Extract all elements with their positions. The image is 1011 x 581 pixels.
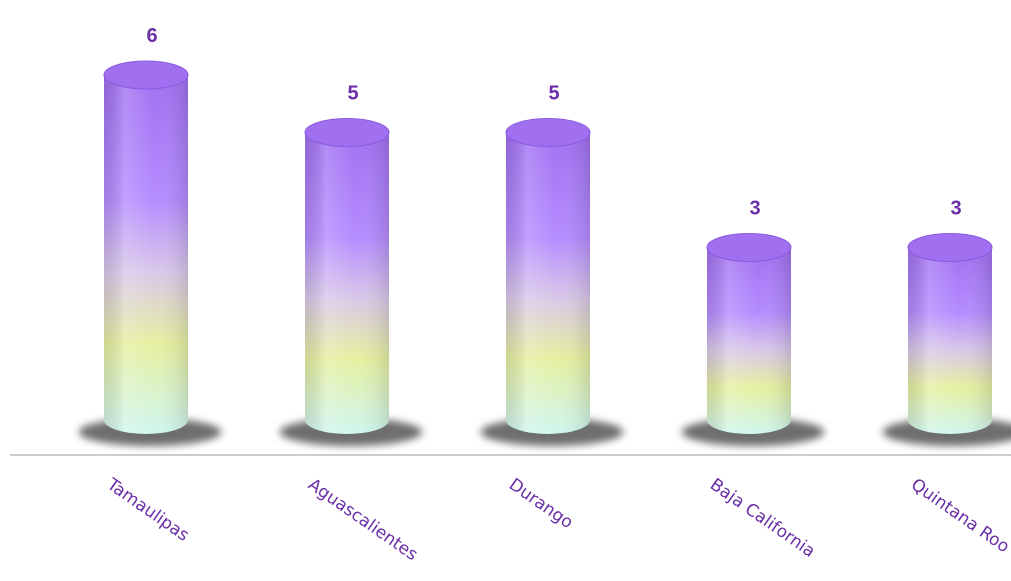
value-label: 5 bbox=[347, 83, 358, 105]
bar bbox=[480, 118, 624, 446]
category-label: Baja California bbox=[706, 475, 819, 562]
bar bbox=[882, 233, 1011, 446]
bars-group bbox=[78, 60, 1011, 446]
bar bbox=[681, 233, 825, 446]
value-labels-group: 6 5 5 3 3 bbox=[146, 25, 961, 220]
bar bbox=[78, 60, 222, 446]
bar-shading bbox=[506, 132, 590, 434]
bar-shading bbox=[305, 132, 389, 434]
value-label: 3 bbox=[749, 198, 760, 220]
bar-top-cap bbox=[304, 118, 390, 147]
bar-top-cap bbox=[907, 233, 993, 262]
value-label: 3 bbox=[950, 198, 961, 220]
category-label: Tamaulipas bbox=[102, 474, 192, 546]
value-label: 6 bbox=[146, 25, 157, 47]
bar-top-cap bbox=[706, 233, 792, 262]
bar-shading bbox=[707, 247, 791, 434]
category-label: Durango bbox=[505, 475, 576, 533]
category-label: Quintana Roo bbox=[907, 475, 1011, 557]
bar-top-cap bbox=[505, 118, 591, 147]
category-label: Aguascalientes bbox=[304, 475, 421, 565]
bar-top-cap bbox=[103, 60, 189, 90]
bar-shading bbox=[908, 247, 992, 434]
value-label: 5 bbox=[548, 83, 559, 105]
bar-shading bbox=[104, 75, 188, 434]
category-labels-group: Tamaulipas Aguascalientes Durango Baja Cali… bbox=[102, 474, 1011, 565]
bar bbox=[279, 118, 423, 446]
